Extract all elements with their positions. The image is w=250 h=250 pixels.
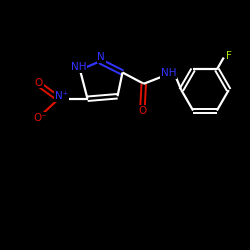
Text: NH: NH bbox=[161, 68, 176, 78]
Text: N⁺: N⁺ bbox=[55, 91, 68, 101]
Text: O: O bbox=[34, 78, 43, 88]
Text: O⁻: O⁻ bbox=[33, 113, 47, 123]
Text: F: F bbox=[226, 51, 232, 61]
Text: O: O bbox=[138, 106, 146, 116]
Text: NH: NH bbox=[71, 62, 86, 72]
Text: N: N bbox=[98, 52, 105, 62]
